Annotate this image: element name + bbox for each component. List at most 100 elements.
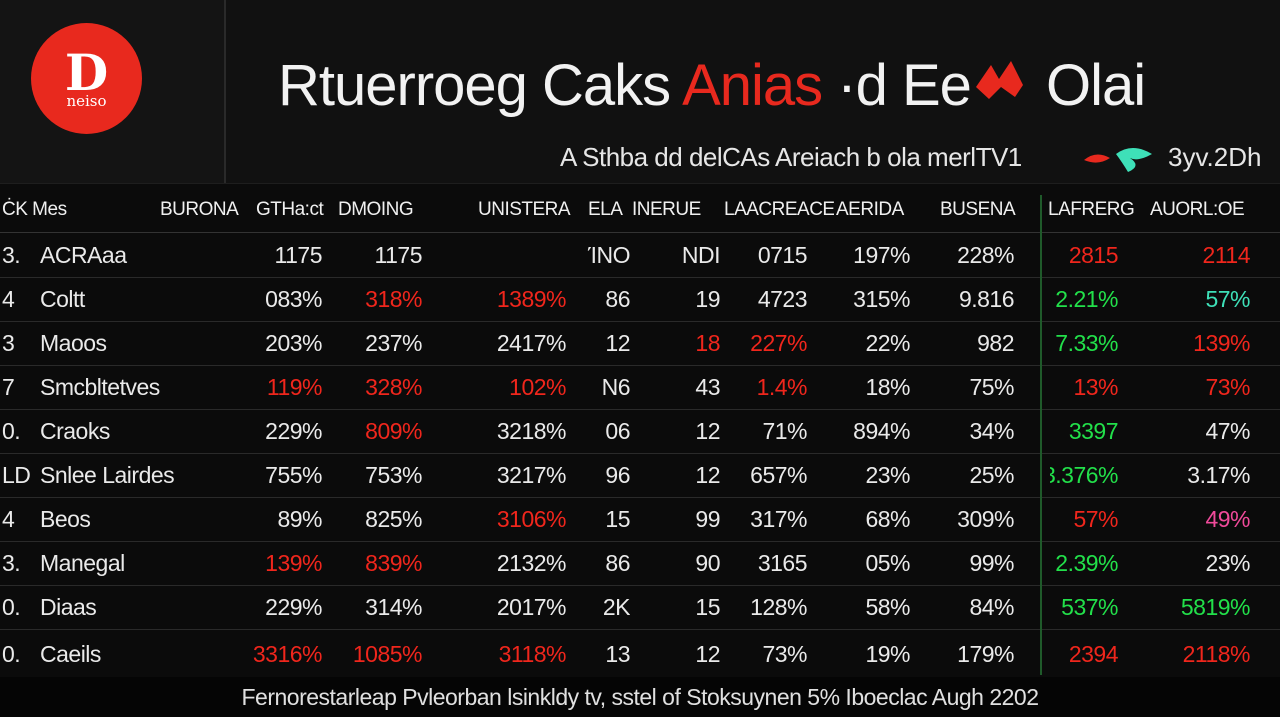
- row-value-10: 23%: [1205, 549, 1250, 576]
- row-value-6: 1.4%: [756, 373, 807, 400]
- table-row[interactable]: 0. Caeils 3316% 1085% 3118% 13 12 73% 19% 179% 239…: [0, 629, 1280, 680]
- row-value-10: 3.17%: [1187, 461, 1250, 488]
- row-name: ACRAaa: [40, 241, 127, 268]
- row-value-3: 2417%: [496, 329, 566, 356]
- row-value-2: 839%: [365, 549, 422, 576]
- row-value-3: 3118%: [498, 640, 566, 667]
- row-value-9: 2394: [1068, 640, 1118, 667]
- title-part2: ·d Ee: [822, 53, 972, 118]
- row-value-7: 894%: [853, 417, 910, 444]
- row-value-8: 75%: [969, 373, 1014, 400]
- row-index: 0.: [2, 640, 21, 667]
- row-index: 3.: [2, 241, 21, 268]
- row-value-10: 2118%: [1182, 640, 1250, 667]
- row-value-1: 203%: [265, 329, 322, 356]
- brand-logo[interactable]: D neiso: [31, 23, 142, 134]
- row-value-6: 657%: [750, 461, 807, 488]
- row-value-8: 228%: [957, 241, 1014, 268]
- row-value-8: 309%: [957, 505, 1014, 532]
- row-value-5: 12: [695, 461, 720, 488]
- row-value-7: 22%: [865, 329, 910, 356]
- row-value-8: 982: [977, 329, 1014, 356]
- table-row[interactable]: 3. Manegal 139% 839% 2132% 86 90 3165 05% 99% 2.39…: [0, 541, 1280, 586]
- header-mes: ĊK Mes: [2, 199, 67, 220]
- swoosh-icon: [1084, 148, 1152, 172]
- title-part1: Rtuerroeg Caks: [278, 53, 683, 118]
- row-value-4: 2K: [602, 593, 630, 620]
- row-value-5: 18: [695, 329, 720, 356]
- title-part3: Olai: [1030, 53, 1146, 118]
- row-value-1: 229%: [265, 593, 322, 620]
- row-name: Beos: [40, 505, 91, 532]
- row-value-1: 755%: [265, 461, 322, 488]
- table-row[interactable]: 0. Diaas 229% 314% 2017% 2K 15 128% 58% 84% 537% 58…: [0, 585, 1280, 630]
- row-value-1: 1175: [274, 241, 322, 268]
- logo-mark: D: [64, 42, 109, 102]
- row-value-6: 0715: [757, 241, 807, 268]
- header-unistera: UNISTERA: [478, 199, 571, 220]
- row-value-9: 2.21%: [1055, 285, 1118, 312]
- row-value-9: 2.39%: [1055, 549, 1118, 576]
- row-value-3: 2017%: [496, 593, 566, 620]
- row-value-3: 102%: [509, 373, 566, 400]
- row-value-2: 328%: [365, 373, 422, 400]
- row-value-9: 3.376%: [1050, 461, 1118, 488]
- logo-text: neiso: [66, 91, 107, 110]
- row-value-9: 3397: [1068, 417, 1118, 444]
- row-value-1: 3316%: [252, 640, 322, 667]
- table-row[interactable]: 3. ACRAaa 1175 1175 ΊΝΟ ΝDI 0715 197% 228% 2815 21…: [0, 233, 1280, 278]
- row-value-9: 7.33%: [1055, 329, 1118, 356]
- row-value-4: ΊΝΟ: [588, 241, 630, 268]
- header-busena: BUSENA: [940, 199, 1016, 220]
- row-value-3: 2132%: [496, 549, 566, 576]
- row-name: Diaas: [40, 593, 97, 620]
- table-row[interactable]: LD Snlee Lairdes 755% 753% 3217% 96 12 657% 23% 2…: [0, 453, 1280, 498]
- header-gtha: GTHa:ct: [256, 199, 324, 220]
- row-value-4: 06: [605, 417, 630, 444]
- table-row[interactable]: 4 Beos 89% 825% 3106% 15 99 317% 68% 309% 57% 49%: [0, 497, 1280, 542]
- row-value-3: 3217%: [496, 461, 566, 488]
- row-value-8: 9.816: [958, 285, 1014, 312]
- header: D neiso Rtuerroeg Caks Anias ·d Ee Olai …: [0, 0, 1280, 184]
- title-splash-icon: [971, 53, 1031, 118]
- table-row[interactable]: 4 Coltt 083% 318% 1389% 86 19 4723 315% 9.816 2.21…: [0, 277, 1280, 322]
- header-ela: ELA: [588, 199, 623, 220]
- table-header-row: ĊK Mes BURONA GTHa:ct DMOING UNISTERA EL…: [0, 188, 1280, 233]
- header-inerue: INERUE: [632, 199, 701, 220]
- page-subtitle: A Sthba dd delCAs Areiach b ola merlTV1: [560, 142, 1280, 178]
- row-value-4: 12: [605, 329, 630, 356]
- row-value-3: 3218%: [496, 417, 566, 444]
- row-name: Coltt: [40, 285, 85, 312]
- row-value-2: 753%: [365, 461, 422, 488]
- row-value-7: 19%: [865, 640, 910, 667]
- row-value-6: 128%: [750, 593, 807, 620]
- row-value-1: 119%: [266, 373, 322, 400]
- row-value-5: ΝDI: [681, 241, 720, 268]
- row-value-5: 90: [695, 549, 720, 576]
- table-row[interactable]: 7 Smcbltetves 119% 328% 102% Ν6 43 1.4% 18% 75% 13…: [0, 365, 1280, 410]
- row-value-8: 34%: [969, 417, 1014, 444]
- table-row[interactable]: 3 Maoos 203% 237% 2417% 12 18 227% 22% 982 7.33% 13…: [0, 321, 1280, 366]
- table-row[interactable]: 0. Craoks 229% 809% 3218% 06 12 71% 894% 34% 3397 4…: [0, 409, 1280, 454]
- row-value-8: 179%: [957, 640, 1014, 667]
- header-lafrerg: LAFRERG: [1048, 199, 1135, 220]
- row-value-10: 57%: [1205, 285, 1250, 312]
- row-value-7: 315%: [853, 285, 910, 312]
- row-name: Craoks: [40, 417, 110, 444]
- row-value-8: 25%: [969, 461, 1014, 488]
- row-value-6: 4723: [757, 285, 807, 312]
- column-divider: [1040, 195, 1042, 675]
- row-value-4: 86: [605, 285, 630, 312]
- row-value-3: 3106%: [496, 505, 566, 532]
- row-index: 4: [2, 285, 15, 312]
- title-accent: Anias: [682, 53, 823, 118]
- row-value-8: 99%: [969, 549, 1014, 576]
- row-value-5: 12: [695, 417, 720, 444]
- row-value-6: 227%: [750, 329, 807, 356]
- row-value-3: [468, 233, 566, 277]
- row-value-9: 2815: [1068, 241, 1118, 268]
- header-dmoing: DMOING: [338, 199, 414, 220]
- row-value-9: 57%: [1073, 505, 1118, 532]
- row-value-2: 314%: [365, 593, 422, 620]
- row-value-5: 43: [695, 373, 720, 400]
